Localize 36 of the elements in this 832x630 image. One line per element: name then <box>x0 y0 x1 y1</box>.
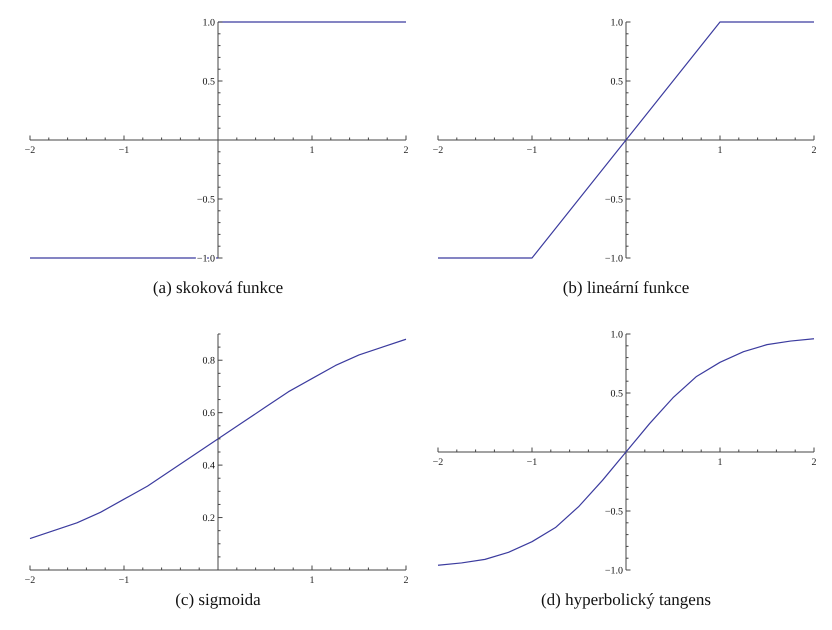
x-tick-label: 1 <box>310 575 314 586</box>
text: (a) skoková funkce <box>152 278 284 297</box>
x-tick-label: 2 <box>812 457 816 468</box>
y-tick-label: 1.0 <box>610 18 623 28</box>
y-tick-label: −0.5 <box>604 506 623 518</box>
x-tick-label: 2 <box>812 145 816 156</box>
y-tick-label: 0.4 <box>202 460 215 472</box>
x-tick-label: 2 <box>404 145 408 156</box>
y-tick-label: 0.5 <box>610 388 623 400</box>
y-tick-label: −1.0 <box>604 566 623 576</box>
y-tick-label: 0.2 <box>202 513 215 524</box>
x-tick-label: 1 <box>310 145 314 156</box>
text: (c) sigmoida <box>175 590 262 609</box>
x-tick-label: −2 <box>24 575 36 586</box>
x-tick-label: −1 <box>118 145 130 156</box>
x-tick-label: 1 <box>718 457 722 468</box>
y-tick-label: −0.5 <box>196 194 215 206</box>
x-tick-label: −2 <box>24 145 36 156</box>
x-tick-label: −2 <box>432 145 444 156</box>
x-tick-label: −2 <box>432 457 444 468</box>
x-tick-label: −1 <box>526 457 538 468</box>
y-tick-label: 0.8 <box>202 356 215 367</box>
text: (d) hyperbolický tangens <box>541 590 711 609</box>
line-series <box>29 338 407 540</box>
y-tick-label: 0.5 <box>610 76 623 88</box>
x-tick-label: −1 <box>118 575 130 586</box>
x-tick-label: 1 <box>718 145 722 156</box>
text: (b) lineární funkce <box>562 278 690 297</box>
y-tick-label: 0.6 <box>202 408 215 420</box>
y-tick-label: 1.0 <box>610 330 623 340</box>
y-tick-label: −0.5 <box>604 194 623 206</box>
x-tick-label: 2 <box>404 575 408 586</box>
y-tick-label: −1.0 <box>604 254 623 264</box>
x-tick-label: −1 <box>526 145 538 156</box>
y-tick-label: 0.5 <box>202 76 215 88</box>
y-tick-label: 1.0 <box>202 18 215 28</box>
